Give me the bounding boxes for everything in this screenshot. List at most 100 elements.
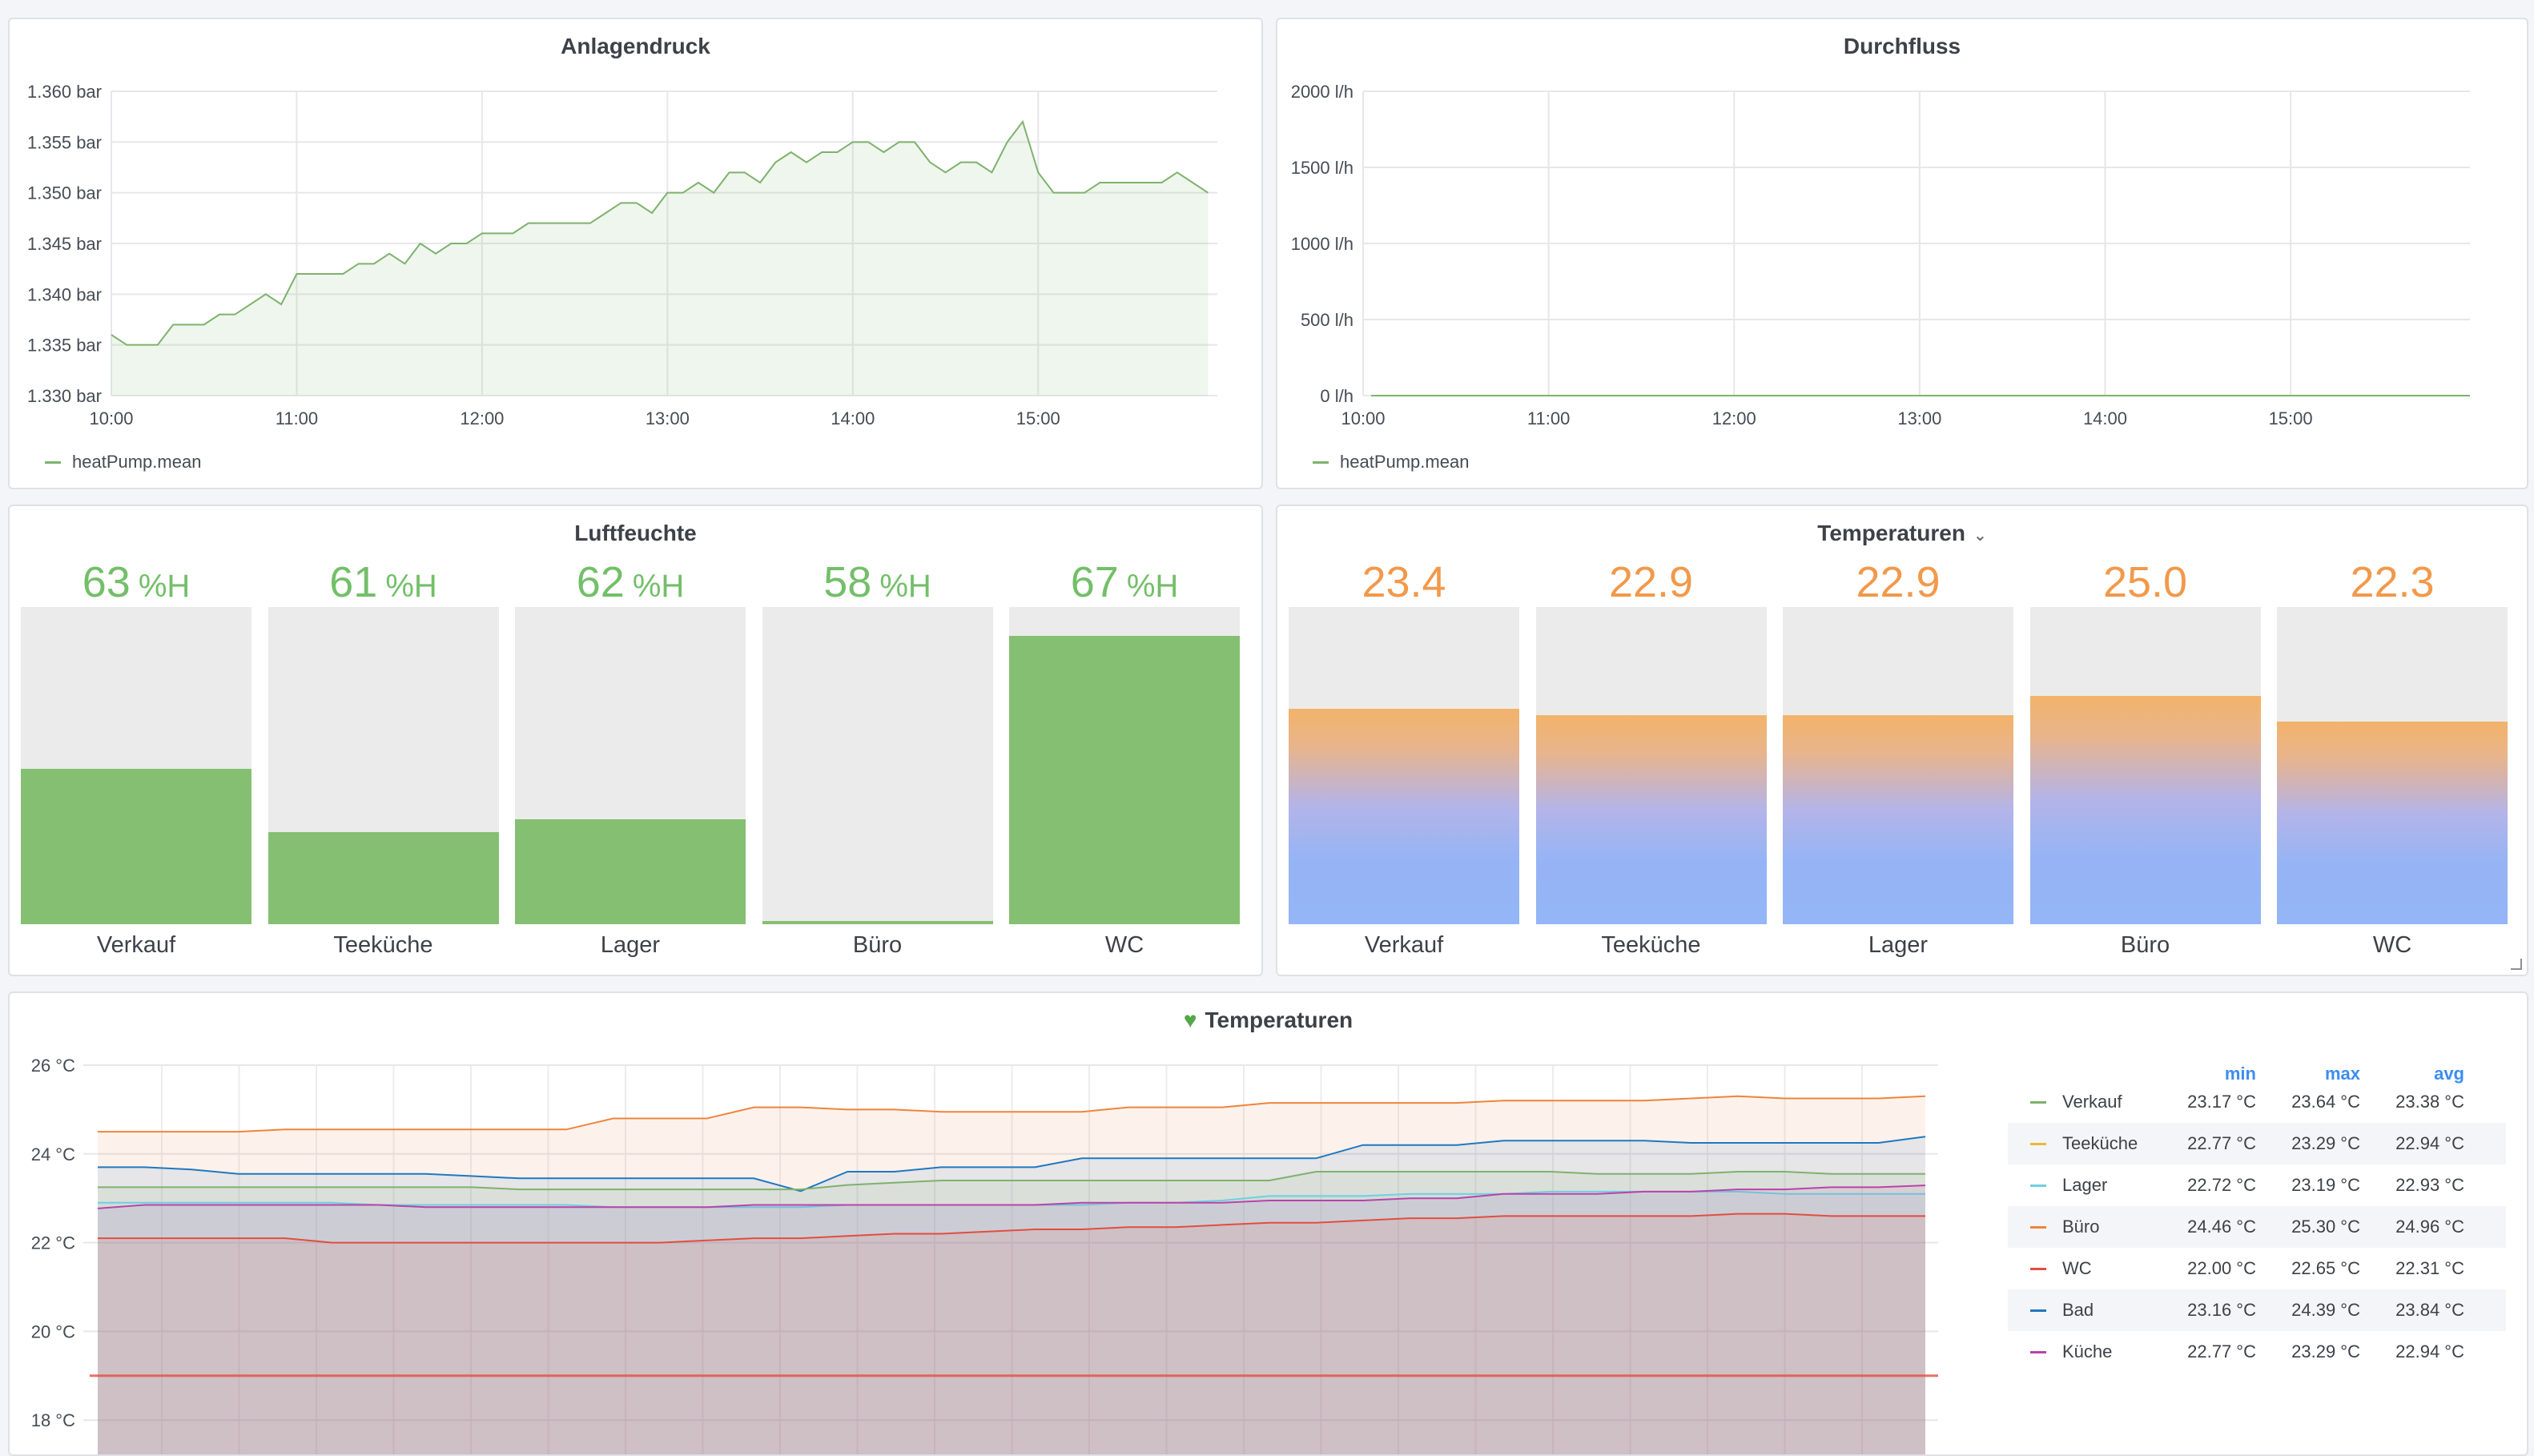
y-tick-label: 24 °C xyxy=(31,1144,75,1164)
gauge-number: 62 xyxy=(576,558,625,606)
y-tick-label: 18 °C xyxy=(31,1410,75,1430)
gauge-label: Verkauf xyxy=(96,932,176,958)
gauge-unit: %H xyxy=(1126,569,1179,604)
gauge-bar-fill xyxy=(2277,721,2508,924)
heart-icon: ♥ xyxy=(1183,1008,1197,1032)
series-swatch xyxy=(2030,1309,2046,1312)
gauge-number: 61 xyxy=(329,558,378,606)
legend-table: min max avg Verkauf 23.17 °C 23.64 °C 23.38… xyxy=(2008,1064,2520,1400)
panel-temperaturen-graph: ♥Temperaturen 16 °C18 °C20 °C22 °C24 °C2… xyxy=(8,991,2528,1456)
legend-value-min: 22.72 °C xyxy=(2187,1175,2256,1195)
legend-series-name: Teeküche xyxy=(2062,1133,2138,1153)
y-tick-label: 1.355 bar xyxy=(27,132,102,152)
resize-handle[interactable] xyxy=(2511,959,2522,970)
gauge-value: 23.4 xyxy=(1289,557,1519,607)
x-tick-label: 10:00 xyxy=(1341,408,1385,428)
chevron-down-icon[interactable]: ⌄ xyxy=(1973,527,1987,545)
panel-title[interactable]: ♥ Temperaturen xyxy=(10,1008,2527,1033)
gauge-unit: %H xyxy=(632,569,685,604)
legend-row[interactable]: WC 22.00 °C 22.65 °C 22.31 °C xyxy=(2008,1248,2506,1289)
gauge-bar xyxy=(1009,607,1240,924)
legend-value-max: 23.19 °C xyxy=(2291,1175,2360,1195)
x-tick-label: 12:00 xyxy=(460,408,504,428)
x-tick-label: 10:00 xyxy=(89,408,133,428)
legend-row[interactable]: Lager 22.72 °C 23.19 °C 22.93 °C xyxy=(2008,1164,2506,1206)
x-tick-label: 13:00 xyxy=(1897,408,1941,428)
legend-row[interactable]: Teeküche 22.77 °C 23.29 °C 22.94 °C xyxy=(2008,1123,2506,1164)
gauge-bar xyxy=(1783,607,2013,924)
series-area xyxy=(98,1191,1925,1454)
legend-value-avg: 23.84 °C xyxy=(2395,1300,2464,1320)
flow-graph[interactable]: 0 l/h 500 l/h 1000 l/h 1500 l/h 2000 l/h 10:0… xyxy=(1277,19,2528,489)
legend-label: heatPump.mean xyxy=(72,452,202,472)
legend-series-name: Lager xyxy=(2062,1175,2108,1195)
gauge-bar-fill xyxy=(515,819,746,924)
legend-row[interactable]: Bad 23.16 °C 24.39 °C 23.84 °C xyxy=(2008,1289,2506,1331)
gauge-bar xyxy=(515,607,746,924)
gauge-value: 22.3 xyxy=(2277,557,2508,607)
legend-series-name: WC xyxy=(2062,1258,2092,1278)
legend-value-min: 24.46 °C xyxy=(2187,1217,2256,1237)
legend-value-avg: 22.94 °C xyxy=(2395,1341,2464,1361)
legend-series-name: Bad xyxy=(2062,1300,2094,1320)
legend-label: heatPump.mean xyxy=(1340,452,1470,472)
gauge-label: WC xyxy=(2372,932,2412,958)
y-tick-label: 2000 l/h xyxy=(1291,82,1353,102)
legend-header-min[interactable]: min xyxy=(2224,1064,2256,1084)
series-swatch xyxy=(2030,1184,2046,1187)
legend-header-avg[interactable]: avg xyxy=(2434,1064,2464,1084)
gauge-value: 67 %H xyxy=(1009,557,1240,607)
gauge-label: WC xyxy=(1104,932,1144,958)
panel-title[interactable]: Luftfeuchte xyxy=(574,521,697,545)
x-tick-label: 15:00 xyxy=(2269,408,2313,428)
series-area xyxy=(98,1213,1925,1454)
gauge-bar-fill xyxy=(1535,714,1767,924)
gauge-value: 25.0 xyxy=(2030,557,2261,607)
series-area xyxy=(98,1185,1925,1454)
series-swatch xyxy=(2030,1350,2046,1353)
gauge-bar-fill xyxy=(21,768,251,924)
series-swatch xyxy=(45,461,61,464)
legend-row[interactable]: Küche 22.77 °C 23.29 °C 22.94 °C xyxy=(2008,1331,2506,1373)
legend-value-min: 22.77 °C xyxy=(2187,1341,2256,1361)
gauge-unit: %H xyxy=(879,569,931,604)
x-tick-label: 14:00 xyxy=(831,408,875,428)
gauge-value: 22.9 xyxy=(1783,557,2013,607)
panel-title-text: Temperaturen xyxy=(1205,1008,1353,1032)
series-line xyxy=(98,1213,1925,1244)
series-swatch xyxy=(2030,1142,2046,1145)
x-tick-label: 13:00 xyxy=(646,408,690,428)
legend-series-name: Büro xyxy=(2062,1217,2100,1237)
gauge-label: Lager xyxy=(600,932,661,958)
series-swatch xyxy=(2030,1267,2046,1270)
gauge-bar xyxy=(1289,607,1519,924)
gauge-label: Büro xyxy=(2120,932,2170,958)
panel-temperaturen-gauge: Temperaturen ⌄ 23.4 Verkauf 22.9 Teeküche 22.… xyxy=(1276,505,2528,976)
legend-header-max[interactable]: max xyxy=(2324,1064,2360,1084)
panel-title-text: Temperaturen xyxy=(1817,521,1965,545)
series-line xyxy=(111,119,1209,346)
y-tick-label: 26 °C xyxy=(31,1056,75,1076)
gauge-number: 22.9 xyxy=(1608,558,1694,606)
y-tick-label: 1.360 bar xyxy=(27,82,102,102)
legend-value-max: 25.30 °C xyxy=(2291,1217,2360,1237)
legend-row[interactable]: Verkauf 23.17 °C 23.64 °C 23.38 °C xyxy=(2008,1081,2506,1123)
gauge-bar-fill xyxy=(762,921,993,924)
gauge-bar-fill xyxy=(267,832,499,924)
y-tick-label: 1.335 bar xyxy=(27,336,102,356)
legend-row[interactable]: Büro 24.46 °C 25.30 °C 24.96 °C xyxy=(2008,1206,2506,1248)
series-swatch xyxy=(2030,1100,2046,1104)
gauge-value: 61 %H xyxy=(268,557,499,607)
y-tick-label: 1500 l/h xyxy=(1291,158,1353,178)
panel-title[interactable]: Temperaturen ⌄ xyxy=(1277,521,2527,546)
legend-item[interactable]: heatPump.mean xyxy=(1313,452,1469,473)
legend-item[interactable]: heatPump.mean xyxy=(45,452,201,473)
legend-value-avg: 22.94 °C xyxy=(2395,1133,2464,1153)
series-line xyxy=(98,1136,1926,1193)
panel-title[interactable]: Anlagendruck xyxy=(561,34,710,58)
legend-value-max: 22.65 °C xyxy=(2291,1258,2360,1278)
pressure-graph[interactable]: 1.330 bar 1.335 bar 1.340 bar 1.345 bar 1.35… xyxy=(10,19,1263,489)
temperature-graph[interactable]: 16 °C18 °C20 °C22 °C24 °C26 °C xyxy=(10,993,1964,1456)
series-line xyxy=(98,1095,1926,1133)
panel-title[interactable]: Durchfluss xyxy=(1843,34,1961,58)
